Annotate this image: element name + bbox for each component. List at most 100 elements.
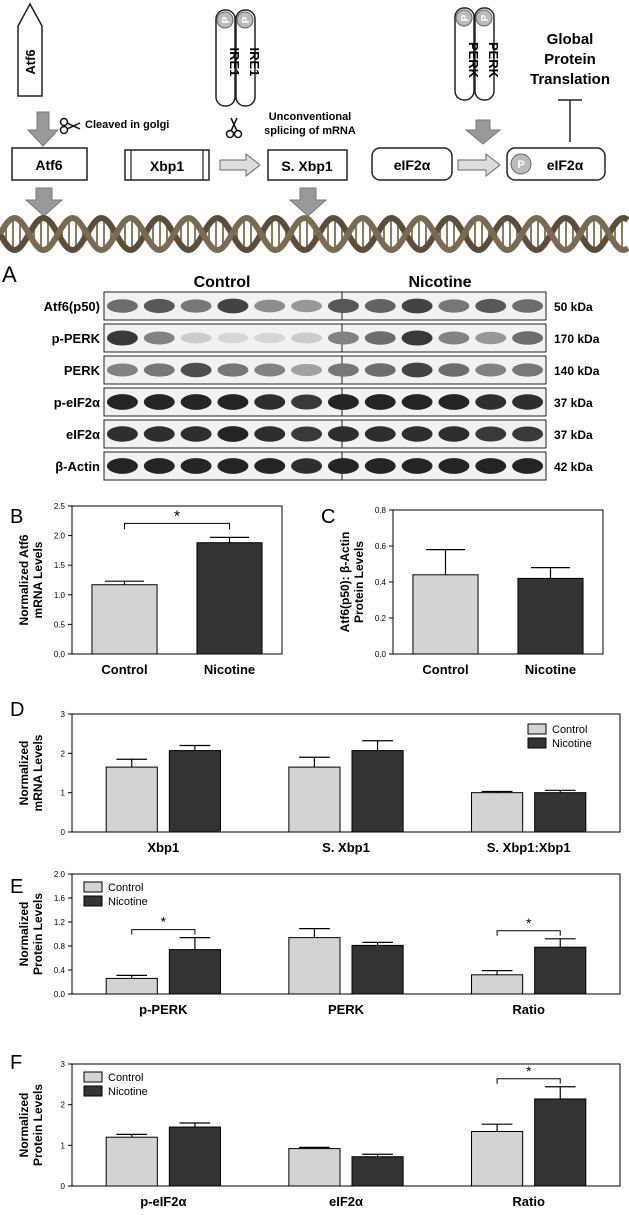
legend-swatch: [83, 881, 103, 893]
legend-swatch: [527, 737, 547, 749]
perk-p-right: P: [480, 14, 491, 21]
splicing-line2: splicing of mRNA: [264, 125, 356, 137]
blot-row-size: 37 kDa: [554, 396, 593, 410]
blot-row-size: 170 kDa: [554, 332, 600, 346]
blot-band: [364, 394, 396, 410]
y-tick-label: 0.0: [54, 650, 66, 659]
sxbp1-box-label: S. Xbp1: [281, 158, 333, 174]
blot-band: [475, 363, 507, 377]
y-tick-label: 0.8: [54, 942, 66, 951]
legend-swatch: [83, 895, 103, 907]
blot-band: [512, 458, 544, 474]
y-tick-label: 1: [61, 789, 66, 798]
blot-band: [180, 332, 212, 344]
blot-band: [217, 394, 249, 410]
chart-panel-b: B 0.0 0.5 1.0 1.5 2.0 2.5 Normalized Atf6 mRNA L…: [10, 502, 283, 677]
blot-band: [364, 363, 396, 377]
blot-band: [327, 426, 359, 442]
blot-row-label: PERK: [64, 363, 101, 378]
blot-band: [364, 458, 396, 474]
blot-row: [103, 419, 547, 449]
blot-row: [103, 451, 547, 481]
significance-bracket: [131, 929, 196, 935]
blot-band: [143, 426, 175, 442]
perk-p-left: P: [460, 14, 471, 21]
y-tick-label: 1.0: [54, 591, 66, 600]
blot-row-size: 50 kDa: [554, 300, 593, 314]
y-axis-label: Normalized: [17, 1093, 31, 1158]
blot-band: [254, 299, 286, 313]
arrow-perk-down: [464, 119, 502, 145]
global-line1: Global: [547, 31, 594, 48]
bar: [471, 792, 524, 833]
perk-dimer: P P PERK PERK: [454, 7, 501, 101]
blot-band: [475, 331, 507, 345]
legend-label: Nicotine: [552, 738, 592, 750]
y-tick-label: 3: [61, 1060, 66, 1069]
blot-band: [254, 332, 286, 344]
blot-band: [217, 332, 249, 344]
blot-band: [401, 458, 433, 474]
legend-label: Control: [552, 724, 587, 736]
blot-band: [180, 362, 212, 378]
arrow-atf6-dna: [24, 187, 64, 217]
blot-row-size: 140 kDa: [554, 364, 600, 378]
blot-band: [254, 426, 286, 442]
blot-row-label: p-PERK: [52, 331, 101, 346]
blot-band: [327, 363, 359, 377]
blot-band: [327, 298, 359, 314]
x-tick-label: p-PERK: [139, 1002, 188, 1017]
bar: [534, 1098, 587, 1187]
blot-band: [364, 299, 396, 313]
significance-bracket: [496, 930, 561, 936]
y-tick-label: 3: [61, 710, 66, 719]
x-tick-label: Control: [101, 662, 147, 677]
blot-band: [217, 426, 249, 442]
perk-right-label: PERK: [486, 42, 501, 79]
x-tick-label: Ratio: [512, 1194, 545, 1209]
blot-band: [401, 330, 433, 346]
blot-band: [217, 298, 249, 314]
arrow-atf6-cleave: [26, 111, 60, 147]
blot-row-size: 42 kDa: [554, 460, 593, 474]
x-tick-label: S. Xbp1: [322, 840, 370, 855]
blot-row: [103, 323, 547, 353]
perk-left-label: PERK: [466, 42, 481, 79]
significance-star: *: [161, 914, 167, 930]
legend-swatch: [83, 1071, 103, 1083]
legend-swatch: [83, 1085, 103, 1097]
blot-band: [291, 363, 323, 377]
bar: [168, 1126, 221, 1187]
chart-panel-d: D 0 1 2 3 Normalized mRNA Levels Xbp1 S. Xbp1 S. …: [10, 699, 621, 855]
bar: [288, 937, 341, 995]
blot-band: [106, 299, 138, 313]
chart-panel-c: C 0.0 0.2 0.4 0.6 0.8 Atf6(p50): β-Actin Protei…: [321, 506, 604, 677]
bar: [288, 766, 341, 833]
blot-band: [438, 426, 470, 442]
legend-swatch: [527, 723, 547, 735]
ire1-right-label: IRE1: [247, 48, 262, 77]
significance-bracket: [124, 522, 230, 530]
arrow-xbp1-sxbp1: [219, 152, 261, 178]
panel-letter: C: [321, 506, 335, 528]
blot-band: [106, 363, 138, 377]
y-tick-label: 2.0: [54, 870, 66, 879]
xbp1-box-label: Xbp1: [150, 158, 184, 174]
blot-band: [327, 458, 359, 474]
blot-band: [512, 426, 544, 442]
atf6-receptor-label: Atf6: [23, 49, 38, 74]
blot-band: [106, 458, 138, 474]
significance-bracket: [496, 1078, 561, 1084]
splicing-line1: Unconventional: [269, 111, 352, 123]
y-axis-label: Normalized: [17, 902, 31, 967]
legend-label: Nicotine: [108, 896, 148, 908]
bar: [351, 750, 404, 833]
y-axis-label: Normalized: [17, 741, 31, 806]
blot-band: [512, 394, 544, 410]
global-line2: Protein: [544, 51, 596, 68]
bar: [351, 1156, 404, 1187]
legend-label: Nicotine: [108, 1086, 148, 1098]
blot-row-size: 37 kDa: [554, 428, 593, 442]
y-tick-label: 1: [61, 1141, 66, 1150]
